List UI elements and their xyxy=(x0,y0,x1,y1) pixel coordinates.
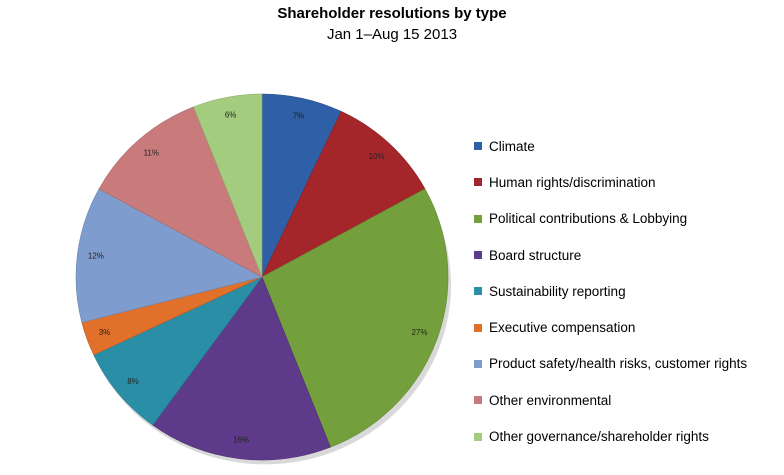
legend-label: Other environmental xyxy=(489,392,612,408)
data-label-other-environmental: 11% xyxy=(144,149,159,158)
chart-title: Shareholder resolutions by type xyxy=(277,5,507,22)
legend-label: Board structure xyxy=(489,247,582,263)
legend-swatch xyxy=(474,432,482,441)
legend-item-climate: Climate xyxy=(474,128,747,164)
data-label-climate: 7% xyxy=(293,111,305,120)
legend-swatch xyxy=(474,142,482,151)
legend-item-political-contributions-lobbying: Political contributions & Lobbying xyxy=(474,201,747,237)
data-label-human-rights-discrimination: 10% xyxy=(369,152,385,161)
chart-subtitle: Jan 1–Aug 15 2013 xyxy=(326,26,458,43)
legend-label: Product safety/health risks, customer ri… xyxy=(489,356,748,372)
legend-swatch xyxy=(474,396,482,405)
legend-label: Political contributions & Lobbying xyxy=(489,211,688,227)
data-label-sustainability-reporting: 8% xyxy=(127,377,139,386)
pie-slice-human-rights-discrimination xyxy=(261,111,426,278)
legend-swatch xyxy=(474,359,482,368)
pie-slice-sustainability-reporting xyxy=(93,276,263,426)
data-label-political-contributions-lobbying: 27% xyxy=(411,328,427,337)
legend-label: Sustainability reporting xyxy=(489,283,626,299)
legend-label: Other governance/shareholder rights xyxy=(489,429,709,445)
legend-label: Executive compensation xyxy=(489,320,636,336)
legend-item-human-rights-discrimination: Human rights/discrimination xyxy=(474,164,747,200)
legend-item-other-environmental: Other environmental xyxy=(474,382,747,418)
pie-slice-product-safety-health-risks-customer-rights xyxy=(75,188,263,323)
legend-item-product-safety-health-risks-customer-rights: Product safety/health risks, customer ri… xyxy=(474,346,747,382)
pie-slice-board-structure xyxy=(152,276,331,461)
pie-slice-political-contributions-lobbying xyxy=(261,188,449,448)
chart-legend: Climate Human rights/discrimination Politi… xyxy=(474,128,747,455)
data-label-other-governance-shareholder-rights: 6% xyxy=(225,110,237,119)
legend-swatch xyxy=(474,323,482,332)
pie-slice-other-environmental xyxy=(98,106,263,278)
legend-item-sustainability-reporting: Sustainability reporting xyxy=(474,273,747,309)
legend-swatch xyxy=(474,251,482,260)
legend-swatch xyxy=(474,287,482,296)
legend-item-other-governance-shareholder-rights: Other governance/shareholder rights xyxy=(474,418,747,454)
data-label-board-structure: 16% xyxy=(233,436,249,445)
legend-swatch xyxy=(474,214,482,223)
legend-label: Climate xyxy=(489,138,535,154)
legend-swatch xyxy=(474,178,482,187)
pie-slice-other-governance-shareholder-rights xyxy=(193,93,263,278)
legend-label: Human rights/discrimination xyxy=(489,174,656,190)
legend-item-board-structure: Board structure xyxy=(474,237,747,273)
data-label-product-safety-health-risks-customer-rights: 12% xyxy=(88,252,104,261)
legend-item-executive-compensation: Executive compensation xyxy=(474,309,747,345)
data-label-executive-compensation: 3% xyxy=(99,328,111,337)
